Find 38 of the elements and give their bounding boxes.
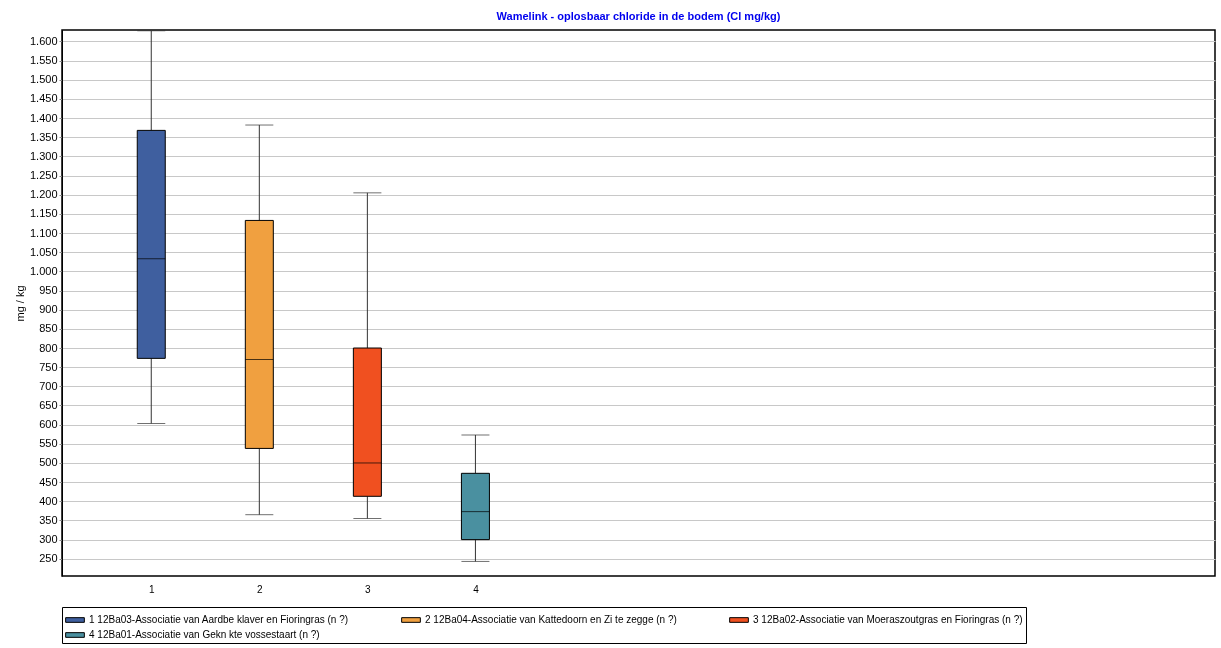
y-tick-label: 950 (39, 284, 58, 297)
y-tick-label: 1.550 (29, 54, 58, 67)
y-tick-label: 600 (39, 418, 58, 431)
legend-label: 1 12Ba03-Associatie van Aardbe klaver en Fioringras (n ?) (89, 614, 349, 625)
y-tick-label: 500 (39, 456, 58, 469)
y-tick-label: 1.050 (29, 245, 58, 258)
y-tick-label: 900 (39, 303, 58, 316)
y-tick-label: 1.100 (29, 226, 58, 239)
y-tick-label: 1.250 (29, 169, 58, 182)
x-tick-label: 1 (148, 583, 155, 595)
y-tick-label: 550 (39, 437, 58, 450)
y-tick-label: 750 (39, 360, 58, 373)
y-tick-label: 1.350 (29, 130, 58, 143)
legend-label: 3 12Ba02-Associatie van Moeraszoutgras en Fioringras (n ?) (753, 614, 1023, 625)
y-tick-label: 850 (39, 322, 58, 335)
y-tick-label: 350 (39, 513, 58, 526)
y-tick-label: 1.400 (29, 111, 58, 124)
legend-label: 2 12Ba04-Associatie van Kattedoorn en Zi te zegge (n ?) (425, 614, 677, 625)
x-tick-label: 4 (473, 583, 480, 595)
y-tick-label: 250 (39, 552, 58, 565)
legend-label: 4 12Ba01-Associatie van Gekn kte vossestaart (n ?) (89, 629, 320, 640)
y-tick-label: 1.450 (29, 92, 58, 105)
text: Wamelink - oplosbaar chloride in de bodem (Cl mg/kg) (496, 10, 781, 22)
y-tick-label: 1.000 (29, 264, 58, 277)
y-tick-label: 400 (39, 494, 58, 507)
y-tick-label: 1.150 (29, 207, 58, 220)
y-tick-label: 1.500 (29, 73, 58, 86)
x-tick-label: 2 (257, 583, 264, 595)
y-tick-label: 1.300 (29, 149, 58, 162)
y-tick-label: 800 (39, 341, 58, 354)
y-tick-label: 700 (39, 379, 58, 392)
y-axis-title: mg / kg (13, 285, 26, 322)
x-tick-label: 3 (365, 583, 372, 595)
y-tick-label: 1.200 (29, 188, 58, 201)
y-tick-label: 1.600 (29, 34, 58, 47)
y-tick-label: 300 (39, 533, 58, 546)
y-tick-label: 450 (39, 475, 58, 488)
y-tick-label: 650 (39, 398, 58, 411)
